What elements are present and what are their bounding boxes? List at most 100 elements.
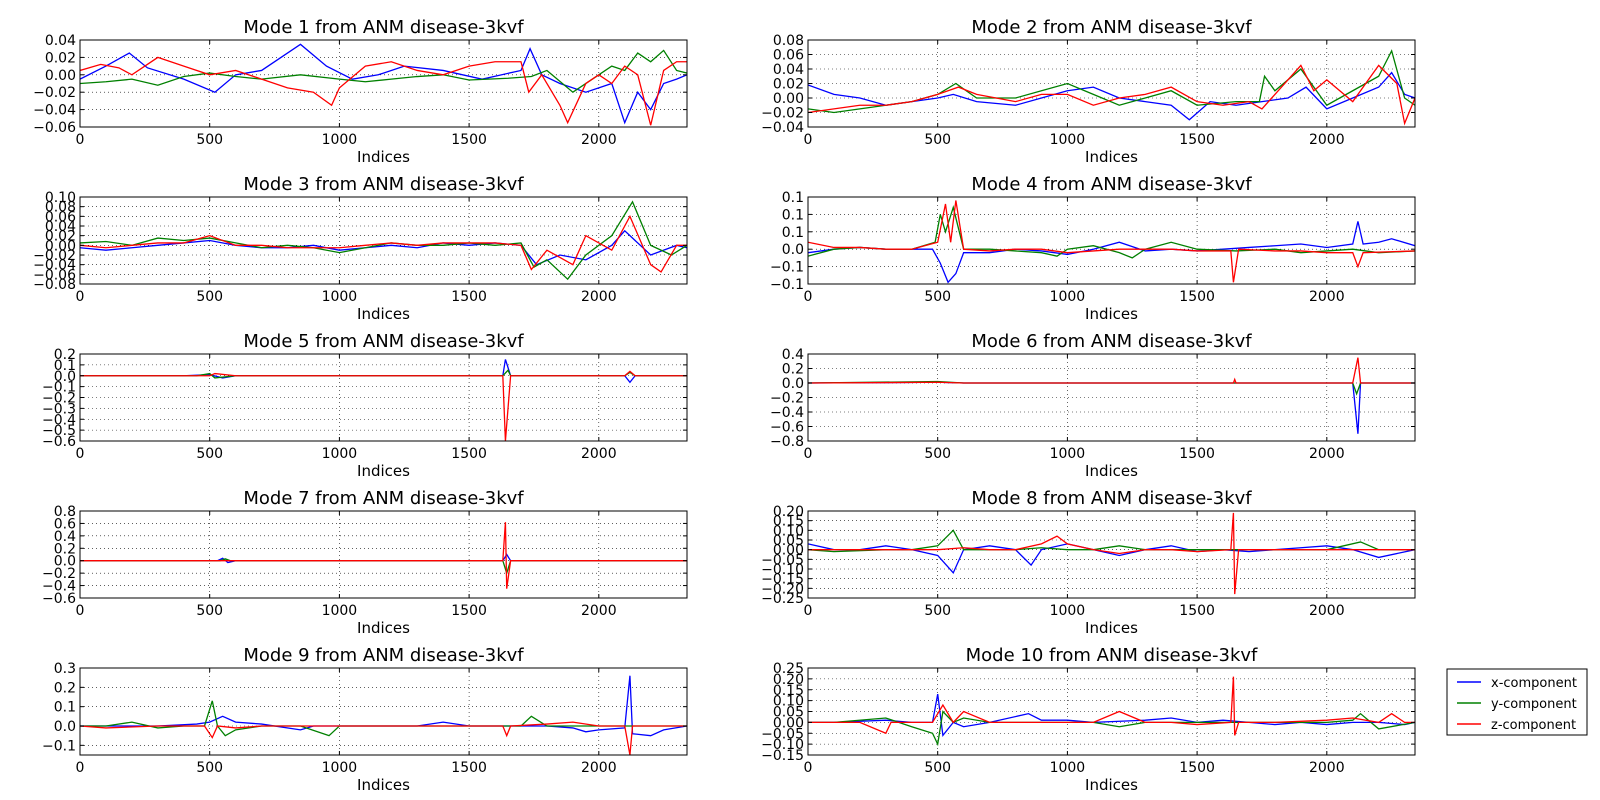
y-tick-label: −0.4 xyxy=(42,412,76,428)
panel-title: Mode 7 from ANM disease-3kvf xyxy=(243,488,524,509)
panel-title: Mode 4 from ANM disease-3kvf xyxy=(971,174,1252,195)
y-tick-label: 0.00 xyxy=(773,715,804,731)
y-tick-label: 0.1 xyxy=(54,358,76,374)
y-tick-label: −0.1 xyxy=(770,260,804,276)
y-tick-label: −0.1 xyxy=(42,380,76,396)
x-axis-label: Indices xyxy=(1085,619,1138,637)
y-tick-label: 0.4 xyxy=(782,347,804,363)
y-tick-label: 0.15 xyxy=(773,683,804,699)
y-tick-label: 0.0 xyxy=(54,369,76,385)
x-tick-label: 2000 xyxy=(1309,289,1345,305)
x-tick-label: 2000 xyxy=(1309,603,1345,619)
y-tick-label: 0.2 xyxy=(782,362,804,378)
y-tick-label: −0.06 xyxy=(33,120,76,136)
y-tick-label: 0.04 xyxy=(45,33,76,49)
series-line-z-component xyxy=(80,522,687,589)
y-tick-label: 0.00 xyxy=(45,238,76,254)
y-tick-label: −0.4 xyxy=(770,405,804,421)
y-tick-label: −0.15 xyxy=(761,572,804,588)
y-tick-label: 0.10 xyxy=(773,523,804,539)
x-tick-label: 500 xyxy=(924,289,951,305)
panel-mode-8: 0 500 1000 1500 2000 −0.25−0.20−0.15−0.10−0.0… xyxy=(761,488,1416,637)
panel-mode-10: 0 500 1000 1500 2000−0.15−0.10−0.050.000.050… xyxy=(761,645,1416,794)
y-tick-label: −0.08 xyxy=(33,277,76,293)
y-tick-label: −0.6 xyxy=(770,420,804,436)
y-tick-label: 0.05 xyxy=(773,705,804,721)
x-tick-label: 1000 xyxy=(322,603,358,619)
x-axis-label: Indices xyxy=(357,148,410,166)
x-tick-label: 1500 xyxy=(1179,760,1215,776)
panel-mode-4: 0 500 1000 1500 2000−0.1−0.10.00.10.10.1Mode… xyxy=(770,174,1416,323)
x-tick-label: 500 xyxy=(924,132,951,148)
y-tick-label: 0.1 xyxy=(782,225,804,241)
series-line-z-component xyxy=(80,721,687,755)
x-axis-label: Indices xyxy=(357,305,410,323)
y-tick-label: 0.4 xyxy=(54,529,76,545)
y-tick-label: 0.3 xyxy=(54,661,76,677)
y-tick-label: 0.00 xyxy=(773,543,804,559)
x-tick-label: 1500 xyxy=(451,446,487,462)
x-tick-label: 0 xyxy=(76,446,85,462)
series-line-z-component xyxy=(808,200,1415,283)
x-tick-label: 1000 xyxy=(1050,760,1086,776)
y-tick-label: 0.2 xyxy=(54,680,76,696)
x-tick-label: 1500 xyxy=(1179,603,1215,619)
series-line-x-component xyxy=(80,553,687,564)
y-tick-label: −0.10 xyxy=(761,562,804,578)
x-axis-label: Indices xyxy=(1085,148,1138,166)
panel-mode-3: 0 500 1000 1500 2000 −0.08−0.06−0.04−0.020.00… xyxy=(33,174,688,323)
plot-frame xyxy=(807,510,1416,599)
series-line-x-component xyxy=(80,359,687,384)
panel-title: Mode 10 from ANM disease-3kvf xyxy=(966,645,1258,666)
x-tick-label: 500 xyxy=(924,446,951,462)
series-line-z-component xyxy=(808,676,1415,736)
x-tick-label: 1000 xyxy=(1050,289,1086,305)
y-tick-label: 0.20 xyxy=(773,672,804,688)
y-tick-label: −0.1 xyxy=(770,277,804,293)
x-tick-label: 1500 xyxy=(451,289,487,305)
x-tick-label: 2000 xyxy=(581,603,617,619)
x-tick-label: 1000 xyxy=(1050,132,1086,148)
x-axis-label: Indices xyxy=(357,462,410,480)
panel-title: Mode 3 from ANM disease-3kvf xyxy=(243,174,524,195)
series-line-x-component xyxy=(808,71,1415,121)
x-tick-label: 0 xyxy=(76,132,85,148)
panel-mode-9: 0 500 1000 1500 2000 −0.1 0.0 0.1 0.2 0.3 Mode 9 f… xyxy=(42,645,688,794)
y-tick-label: 0.0 xyxy=(54,719,76,735)
series-line-x-component xyxy=(808,693,1415,738)
y-tick-label: −0.04 xyxy=(33,258,76,274)
panel-title: Mode 1 from ANM disease-3kvf xyxy=(243,17,524,38)
series-line-z-component xyxy=(80,214,687,273)
y-tick-label: −0.1 xyxy=(42,738,76,754)
plot-frame xyxy=(807,39,1416,128)
series-line-z-component xyxy=(80,56,687,126)
y-tick-label: −0.15 xyxy=(761,748,804,764)
y-tick-label: −0.6 xyxy=(42,591,76,607)
series-line-z-component xyxy=(808,357,1415,384)
y-tick-label: 0.06 xyxy=(773,48,804,64)
y-tick-label: −0.20 xyxy=(761,581,804,597)
y-tick-label: −0.02 xyxy=(33,248,76,264)
y-tick-label: 0.06 xyxy=(45,209,76,225)
panel-mode-6: 0 500 1000 1500 2000 −0.8−0.6−0.4−0.20.00.20.… xyxy=(770,331,1416,480)
y-tick-label: 0.1 xyxy=(782,207,804,223)
plot-frame xyxy=(79,510,688,599)
panel-title: Mode 8 from ANM disease-3kvf xyxy=(971,488,1252,509)
x-tick-label: 1000 xyxy=(322,289,358,305)
panel-mode-5: 0 500 1000 1500 2000 −0.6−0.5−0.4−0.3−0.2−0.1… xyxy=(42,331,688,480)
y-tick-label: −0.2 xyxy=(770,391,804,407)
legend-label-z-component: z-component xyxy=(1491,718,1576,733)
x-tick-label: 1500 xyxy=(451,132,487,148)
y-tick-label: 0.10 xyxy=(45,190,76,206)
y-tick-label: 0.15 xyxy=(773,514,804,530)
x-tick-label: 500 xyxy=(196,446,223,462)
panel-title: Mode 6 from ANM disease-3kvf xyxy=(971,331,1252,352)
series-line-x-component xyxy=(808,381,1415,434)
plot-frame xyxy=(79,353,688,442)
y-tick-label: −0.02 xyxy=(33,85,76,101)
y-tick-label: 0.02 xyxy=(773,77,804,93)
y-tick-label: −0.04 xyxy=(761,120,804,136)
x-tick-label: 1500 xyxy=(1179,132,1215,148)
x-tick-label: 2000 xyxy=(1309,760,1345,776)
